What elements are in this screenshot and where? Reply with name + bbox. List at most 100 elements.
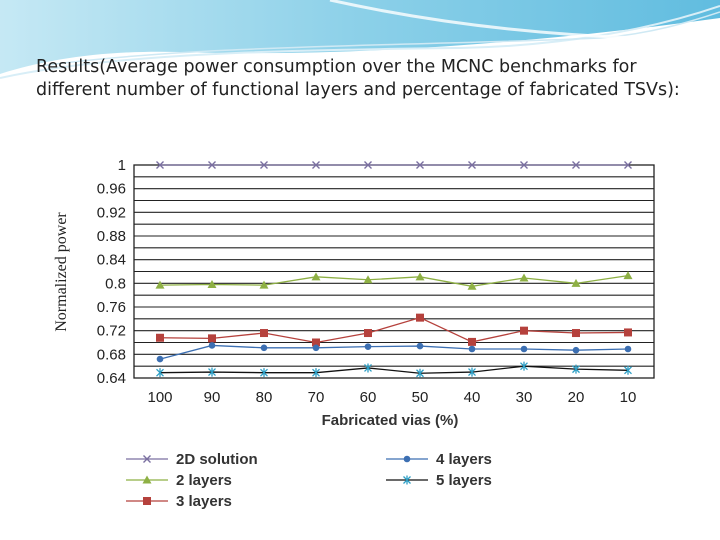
x-tick-label: 60 bbox=[360, 389, 377, 406]
y-tick-label: 0.8 bbox=[105, 275, 126, 292]
data-point bbox=[311, 272, 321, 281]
data-point bbox=[572, 329, 580, 338]
legend-label: 3 layers bbox=[176, 493, 232, 510]
data-point bbox=[364, 343, 372, 350]
data-point bbox=[260, 329, 268, 338]
legend-marker bbox=[143, 497, 151, 505]
data-point bbox=[519, 273, 529, 282]
x-tick-label: 70 bbox=[308, 389, 325, 406]
legend-item: 2D solution bbox=[126, 451, 258, 468]
data-point bbox=[468, 345, 476, 353]
y-tick-label: 0.96 bbox=[97, 181, 126, 198]
legend-marker bbox=[403, 455, 411, 463]
background-swoosh bbox=[0, 0, 720, 79]
x-tick-label: 50 bbox=[412, 389, 429, 406]
data-point bbox=[520, 326, 528, 335]
slide-heading: Results(Average power consumption over t… bbox=[36, 57, 680, 100]
series-2d-solution bbox=[156, 161, 632, 169]
data-point bbox=[208, 161, 216, 169]
data-point bbox=[156, 161, 164, 169]
data-point bbox=[520, 361, 528, 371]
data-point bbox=[312, 368, 320, 378]
data-point bbox=[364, 363, 372, 373]
data-point bbox=[467, 281, 477, 290]
y-tick-label: 0.64 bbox=[97, 370, 126, 387]
data-point bbox=[312, 344, 320, 352]
data-point bbox=[468, 337, 476, 346]
data-point bbox=[260, 161, 268, 169]
data-point bbox=[260, 368, 268, 378]
x-tick-label: 30 bbox=[516, 389, 533, 406]
data-point bbox=[572, 364, 580, 374]
series-line bbox=[159, 274, 629, 287]
data-point bbox=[259, 280, 269, 289]
data-point bbox=[624, 345, 632, 353]
legend-item: 5 layers bbox=[386, 472, 492, 489]
x-tick-label: 90 bbox=[204, 389, 221, 406]
y-tick-label: 0.76 bbox=[97, 299, 126, 316]
x-tick-labels: 100 90 80 70 60 50 40 30 20 10 bbox=[147, 389, 636, 406]
data-point bbox=[468, 161, 476, 169]
data-point bbox=[624, 161, 632, 169]
series-line bbox=[159, 316, 629, 344]
data-point bbox=[156, 333, 164, 342]
y-tick-label: 0.88 bbox=[97, 228, 126, 245]
data-point bbox=[207, 280, 217, 289]
x-axis-title: Fabricated vias (%) bbox=[322, 412, 459, 429]
series-4-layers bbox=[156, 342, 632, 363]
y-tick-label: 0.92 bbox=[97, 204, 126, 221]
data-point bbox=[364, 329, 372, 338]
x-tick-label: 100 bbox=[147, 389, 172, 406]
x-tick-label: 20 bbox=[568, 389, 585, 406]
data-point bbox=[156, 368, 164, 378]
data-point bbox=[208, 334, 216, 343]
legend-item: 2 layers bbox=[126, 472, 232, 489]
legend-marker bbox=[143, 455, 151, 463]
data-point bbox=[520, 161, 528, 169]
legend-marker bbox=[142, 475, 152, 484]
x-tick-label: 80 bbox=[256, 389, 273, 406]
data-point bbox=[416, 313, 424, 322]
data-point bbox=[624, 328, 632, 337]
x-tick-label: 10 bbox=[620, 389, 637, 406]
data-point bbox=[312, 161, 320, 169]
y-tick-labels: 0.64 0.68 0.72 0.76 0.8 0.84 0.88 0.92 0.96 1 bbox=[97, 157, 126, 387]
series-2-layers bbox=[155, 271, 633, 290]
data-point bbox=[416, 161, 424, 169]
data-point bbox=[260, 344, 268, 352]
legend-item: 4 layers bbox=[386, 451, 492, 468]
y-tick-label: 0.84 bbox=[97, 252, 126, 269]
data-point bbox=[623, 271, 633, 280]
series-line bbox=[159, 365, 629, 374]
data-point bbox=[416, 342, 424, 350]
series-5-layers bbox=[156, 361, 632, 378]
data-point bbox=[363, 275, 373, 284]
data-point bbox=[571, 278, 581, 287]
data-point bbox=[208, 367, 216, 377]
data-point bbox=[572, 161, 580, 169]
data-point bbox=[156, 355, 164, 363]
legend: 2D solution 2 layers 3 layers 4 layers 5 lay… bbox=[126, 451, 492, 510]
x-tick-label: 40 bbox=[464, 389, 481, 406]
data-point bbox=[572, 346, 580, 354]
series-line bbox=[159, 344, 629, 360]
data-point bbox=[364, 161, 372, 169]
data-point bbox=[415, 272, 425, 281]
series-3-layers bbox=[156, 313, 632, 347]
y-axis-title: Normalized power bbox=[53, 212, 70, 332]
data-point bbox=[208, 342, 216, 349]
series-layer bbox=[155, 161, 633, 378]
data-point bbox=[416, 368, 424, 378]
y-tick-label: 1 bbox=[118, 157, 126, 174]
legend-label: 5 layers bbox=[436, 472, 492, 489]
data-point bbox=[520, 345, 528, 353]
legend-label: 4 layers bbox=[436, 451, 492, 468]
power-line-chart: 0.640.680.720.760.80.840.880.920.961 100… bbox=[53, 157, 655, 510]
y-tick-label: 0.72 bbox=[97, 323, 126, 340]
data-point bbox=[155, 280, 165, 289]
data-point bbox=[312, 338, 320, 347]
data-point bbox=[468, 367, 476, 377]
legend-item: 3 layers bbox=[126, 493, 232, 510]
legend-marker bbox=[403, 475, 411, 485]
legend-label: 2D solution bbox=[176, 451, 258, 468]
